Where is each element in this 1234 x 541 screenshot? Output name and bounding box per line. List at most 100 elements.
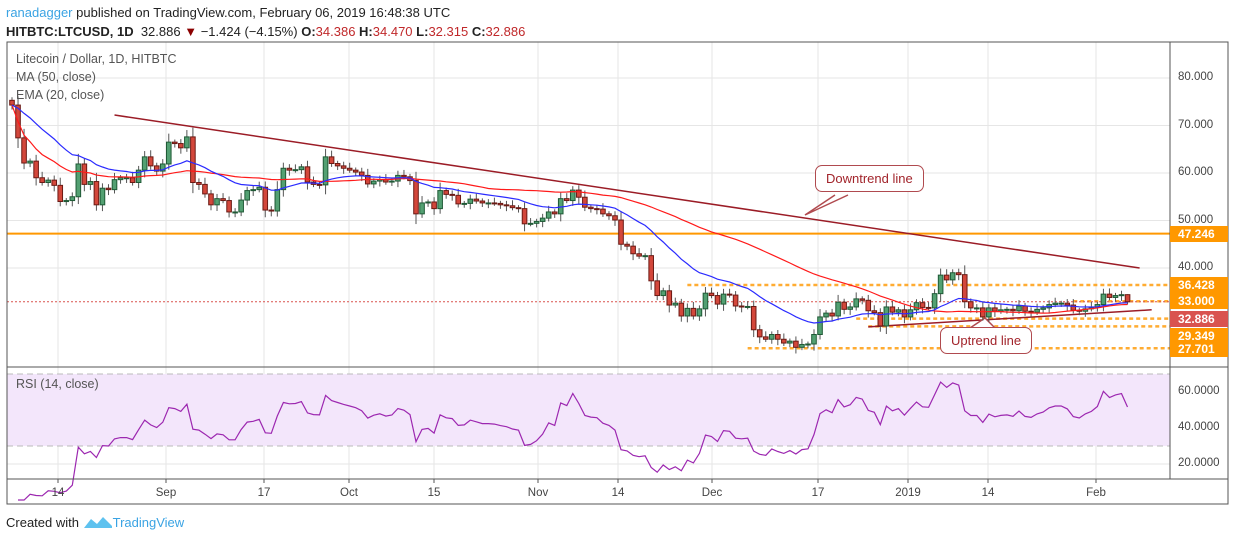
- author-link[interactable]: ranadagger: [6, 5, 73, 20]
- candle: [654, 280, 661, 297]
- downtrend-callout: Downtrend line: [815, 165, 924, 192]
- close-value: 32.886: [485, 24, 526, 39]
- candle: [1064, 302, 1071, 306]
- candle: [967, 301, 974, 309]
- candle: [594, 208, 600, 211]
- candle: [226, 200, 232, 213]
- x-tick-label: Feb: [1086, 487, 1106, 499]
- candle: [425, 201, 431, 204]
- tradingview-logo-icon: [83, 517, 112, 528]
- x-tick-label: 2019: [895, 487, 921, 499]
- candle: [937, 274, 944, 295]
- candle: [147, 156, 154, 167]
- candle: [99, 187, 106, 206]
- candle: [358, 171, 365, 176]
- candle: [81, 163, 88, 185]
- rsi-tick-label: 20.0000: [1178, 457, 1220, 469]
- candle: [642, 255, 648, 258]
- candle: [871, 310, 878, 314]
- candle: [51, 179, 58, 186]
- candle: [479, 200, 486, 204]
- candle: [672, 302, 679, 306]
- candle: [123, 177, 130, 180]
- candle: [268, 209, 275, 212]
- candle: [533, 220, 540, 224]
- candle: [57, 184, 64, 203]
- candle: [105, 187, 112, 191]
- published-text: published on TradingView.com, February 0…: [76, 5, 451, 20]
- candle: [859, 298, 866, 301]
- candle: [244, 190, 250, 201]
- candle: [117, 177, 124, 181]
- candle: [823, 312, 829, 318]
- candle: [666, 290, 673, 306]
- candle: [714, 295, 721, 305]
- y-tick-label: 40.000: [1178, 261, 1214, 273]
- candle: [569, 189, 576, 202]
- ema-20-line: [11, 104, 1128, 324]
- candle: [980, 307, 986, 318]
- candle: [539, 217, 546, 222]
- x-tick-label: 14: [981, 487, 995, 499]
- candle: [262, 186, 269, 211]
- candle: [503, 204, 510, 207]
- candle: [895, 309, 902, 313]
- candle: [256, 186, 263, 191]
- candle: [600, 208, 606, 215]
- candle: [232, 211, 238, 214]
- candle: [328, 156, 335, 165]
- candle: [793, 340, 799, 348]
- uptrend-callout: Uptrend line: [940, 327, 1033, 354]
- candle: [1124, 294, 1131, 303]
- candle: [943, 274, 950, 281]
- candle: [437, 190, 443, 210]
- x-tick-label: Sep: [155, 487, 177, 499]
- candle: [853, 298, 860, 308]
- candle: [1028, 310, 1034, 313]
- candle: [153, 165, 160, 172]
- candle: [69, 196, 76, 202]
- candle: [165, 141, 172, 165]
- candle: [883, 306, 890, 327]
- candle: [491, 202, 498, 205]
- candle: [521, 208, 528, 225]
- x-tick-label: 15: [427, 487, 441, 499]
- rsi-line: [18, 381, 1129, 501]
- candle: [648, 255, 654, 282]
- candle: [702, 292, 709, 310]
- high-label: H:: [359, 24, 373, 39]
- candle: [829, 312, 835, 317]
- candle: [509, 205, 516, 209]
- x-tick-label: 14: [51, 487, 65, 499]
- high-value: 34.470: [372, 24, 413, 39]
- candle: [696, 308, 703, 317]
- candle: [630, 245, 636, 255]
- candle: [250, 189, 256, 192]
- candle: [1034, 308, 1040, 313]
- triangle-down-icon: ▼: [184, 24, 198, 39]
- x-tick-label: Nov: [527, 487, 549, 499]
- candle: [787, 340, 793, 344]
- close-label: C:: [471, 24, 486, 39]
- candle: [1118, 294, 1125, 297]
- candle: [141, 156, 148, 171]
- candle: [811, 334, 817, 345]
- y-tick-label: 70.000: [1178, 118, 1214, 131]
- callout-pointer: [804, 194, 849, 216]
- candle: [1112, 295, 1119, 298]
- tradingview-link[interactable]: TradingView: [112, 515, 185, 530]
- x-tick-label: 17: [811, 487, 825, 499]
- candle: [551, 211, 558, 215]
- candle: [87, 181, 94, 185]
- level-price-label: 27.701: [1170, 341, 1228, 357]
- level-price-label: 29.349: [1170, 328, 1228, 344]
- footer: Created with TradingView: [6, 515, 184, 530]
- x-tick-label: 17: [257, 487, 271, 499]
- legend-rsi: RSI (14, close): [16, 377, 99, 391]
- candle: [1016, 305, 1022, 312]
- candle: [841, 301, 847, 310]
- candle: [401, 174, 407, 178]
- candle: [768, 334, 775, 340]
- legend-ema: EMA (20, close): [16, 88, 105, 102]
- change: −1.424 (−4.15%): [200, 24, 298, 39]
